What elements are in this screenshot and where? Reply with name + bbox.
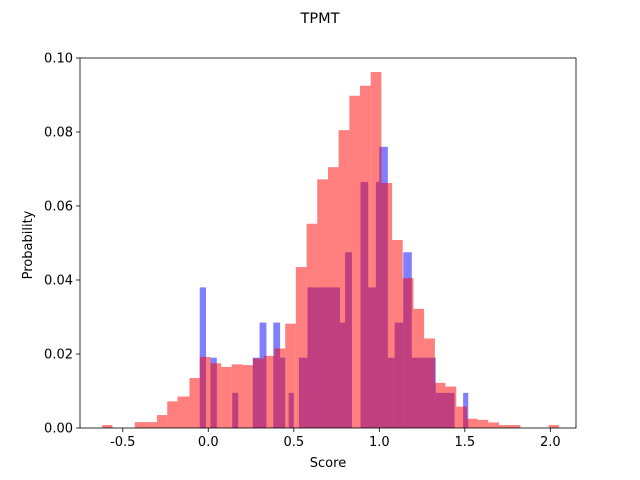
histogram-bar-series-1-20 xyxy=(349,95,360,429)
x-tick-label: -0.5 xyxy=(110,435,135,450)
plot-frame xyxy=(79,57,577,429)
histogram-bar-series-1-13 xyxy=(274,348,286,428)
x-tick-label: 2.0 xyxy=(540,435,561,450)
y-tick-label: 0.00 xyxy=(44,422,73,437)
x-tick-label: 1.5 xyxy=(454,435,475,450)
histogram-bar-series-1-22 xyxy=(370,72,382,428)
histogram-bar-series-1-29 xyxy=(445,386,457,428)
histogram-bar-series-1-30 xyxy=(456,406,467,428)
histogram-bar-series-1-10 xyxy=(242,365,254,428)
y-tick-label: 0.02 xyxy=(44,348,73,363)
histogram-bar-series-1-21 xyxy=(359,85,371,428)
x-axis-label: Score xyxy=(310,456,346,471)
histogram-bar-series-1-9 xyxy=(231,364,243,428)
histogram-bar-series-1-33 xyxy=(488,422,500,428)
histogram-bar-series-1-0 xyxy=(102,425,113,428)
y-tick-label: 0.10 xyxy=(44,52,73,67)
histogram-bar-series-1-28 xyxy=(434,382,446,428)
histogram-bar-series-1-5 xyxy=(189,378,200,428)
x-tick-label: 0.5 xyxy=(283,435,304,450)
histogram-bar-series-1-1 xyxy=(134,422,157,428)
histogram-bar-series-1-8 xyxy=(221,366,232,428)
histogram-bar-series-1-4 xyxy=(177,396,190,428)
y-tick-label: 0.08 xyxy=(44,126,73,141)
bars-layer xyxy=(102,72,559,429)
y-tick-label: 0.04 xyxy=(44,274,73,289)
histogram-bar-series-1-17 xyxy=(317,179,328,428)
histogram-bar-series-1-23 xyxy=(381,183,393,428)
x-tick-label: 0.0 xyxy=(198,435,219,450)
histogram-bar-series-1-15 xyxy=(295,267,307,428)
axes-layer: -0.5 0.0 0.5 1.0 1.5 2.0 0.00 0.02 0.04 0.06 0.08 0… xyxy=(44,52,577,450)
histogram-bar-series-1-19 xyxy=(338,130,350,428)
x-tick-label: 1.0 xyxy=(369,435,390,450)
histogram-bar-series-1-3 xyxy=(167,401,178,428)
histogram-bar-series-1-36 xyxy=(548,425,559,428)
histogram-bar-series-1-6 xyxy=(199,356,211,428)
histogram-bar-series-1-14 xyxy=(285,323,296,428)
chart-title: TPMT xyxy=(300,11,340,27)
histogram-bar-series-1-18 xyxy=(328,167,339,428)
y-tick-label: 0.06 xyxy=(44,200,73,215)
y-axis-label: Probability xyxy=(21,210,36,279)
histogram-bar-series-1-32 xyxy=(477,419,489,428)
histogram-bar-series-1-34 xyxy=(499,425,510,428)
histogram-bar-series-1-31 xyxy=(466,418,478,428)
histogram-bar-series-1-27 xyxy=(424,338,435,428)
histogram-bar-series-1-7 xyxy=(210,363,222,428)
histogram-bar-series-1-2 xyxy=(156,415,168,428)
histogram-bar-series-1-35 xyxy=(509,425,521,428)
histogram-bar-series-1-24 xyxy=(392,240,403,428)
histogram-bar-series-1-11 xyxy=(253,358,264,428)
histogram-bar-series-1-26 xyxy=(413,308,425,428)
histogram-bar-series-1-16 xyxy=(306,223,318,428)
histogram-bar-series-1-25 xyxy=(402,278,414,428)
histogram-bar-series-1-12 xyxy=(263,355,275,428)
